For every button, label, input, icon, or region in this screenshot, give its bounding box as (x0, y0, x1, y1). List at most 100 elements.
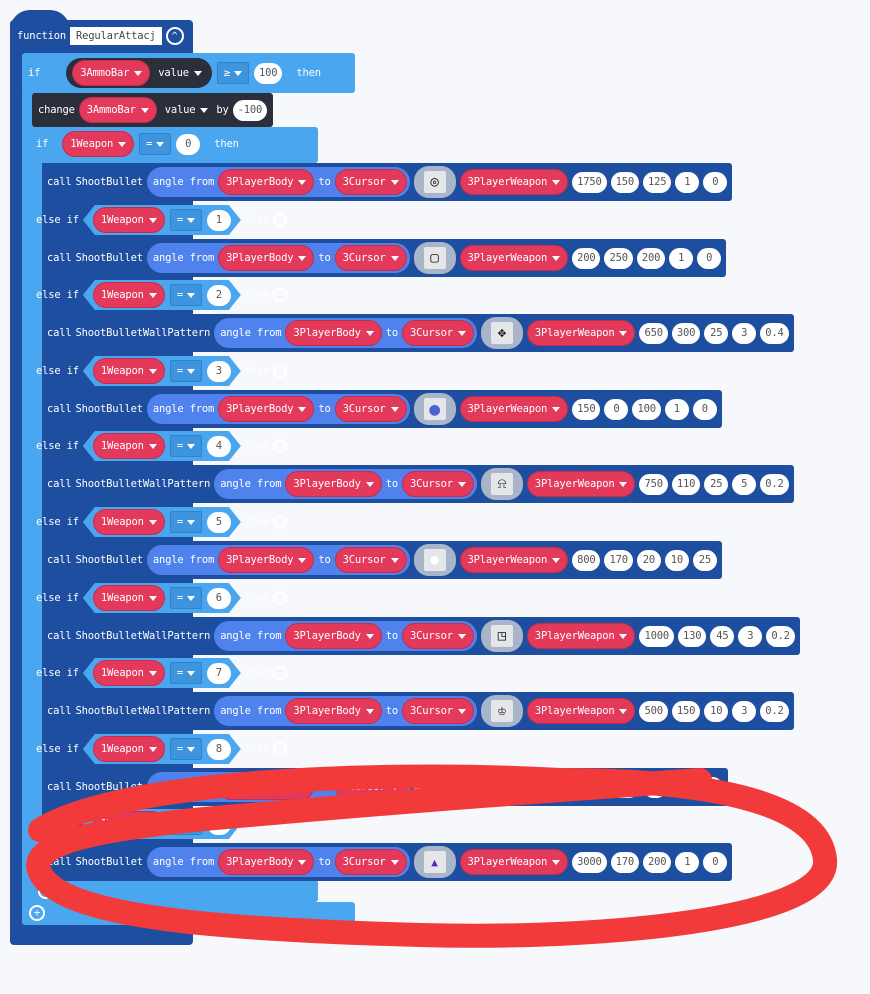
to-sprite-dropdown[interactable]: 3Cursor (402, 320, 474, 346)
arg-input[interactable]: 3 (738, 625, 763, 647)
from-sprite-dropdown[interactable]: 3PlayerBody (285, 320, 382, 346)
to-sprite-dropdown[interactable]: 3Cursor (402, 623, 474, 649)
angle-reporter[interactable]: angle from 3PlayerBody to 3Cursor (214, 621, 477, 651)
arg-input[interactable]: 170 (610, 851, 639, 873)
angle-reporter[interactable]: angle from 3PlayerBody to 3Cursor (146, 167, 410, 197)
add-branch-icon[interactable]: + (29, 905, 45, 921)
to-sprite-dropdown[interactable]: 3Cursor (334, 169, 407, 195)
function-name-input[interactable]: RegularAttacj (69, 27, 162, 45)
sprite-status-reporter[interactable]: 3AmmoBar value (66, 58, 212, 88)
image-picker[interactable]: ◳ (480, 620, 523, 652)
angle-reporter[interactable]: angle from 3PlayerBody to 3Cursor (146, 847, 410, 877)
arg-input[interactable]: 800 (572, 549, 601, 571)
equals-op-dropdown[interactable]: = (139, 133, 171, 155)
angle-reporter[interactable]: angle from 3PlayerBody to 3Cursor (214, 318, 477, 348)
arg-input[interactable]: 3 (732, 700, 757, 722)
condition-value-input[interactable]: 7 (207, 663, 231, 684)
compare-value-input[interactable]: 100 (254, 63, 282, 84)
arg-input[interactable]: 250 (604, 247, 633, 269)
image-picker[interactable]: ✥ (480, 317, 523, 349)
arg-input[interactable]: 650 (639, 322, 668, 344)
change-block[interactable]: change 3AmmoBar value by -100 (32, 93, 274, 127)
arg-input[interactable]: 0.4 (760, 322, 789, 344)
weapon-sprite-dropdown[interactable]: 3PlayerWeapon (526, 623, 636, 649)
chevron-up-circle-icon[interactable]: ^ (165, 27, 184, 45)
equals-op-dropdown[interactable]: = (170, 209, 202, 231)
weapon-sprite-dropdown[interactable]: 3PlayerWeapon (459, 396, 569, 422)
arg-input[interactable]: 0.2 (760, 473, 789, 495)
remove-branch-icon[interactable]: − (273, 515, 288, 529)
weapon-dropdown[interactable]: 1Weapon (93, 207, 165, 233)
call-block[interactable]: call ShootBulletWallPattern angle from 3… (42, 314, 794, 352)
from-sprite-dropdown[interactable]: 3PlayerBody (285, 623, 382, 649)
arg-input[interactable]: 200 (642, 851, 672, 873)
from-sprite-dropdown[interactable]: 3PlayerBody (285, 698, 382, 724)
condition-value-input[interactable]: 0 (176, 134, 200, 155)
remove-branch-icon[interactable]: − (273, 364, 288, 378)
equals-op-dropdown[interactable]: = (170, 435, 202, 457)
weapon-dropdown[interactable]: 1Weapon (93, 282, 165, 308)
arg-input[interactable]: 0 (604, 398, 629, 420)
call-block[interactable]: call ShootBullet angle from 3PlayerBody … (42, 239, 727, 277)
arg-input[interactable]: 125 (642, 171, 672, 193)
weapon-sprite-dropdown[interactable]: 3PlayerWeapon (459, 245, 569, 271)
image-picker[interactable]: ● (413, 544, 456, 576)
from-sprite-dropdown[interactable]: 3PlayerBody (218, 169, 315, 195)
remove-branch-icon[interactable]: − (273, 591, 288, 605)
image-picker[interactable]: ● (413, 393, 456, 425)
angle-reporter[interactable]: angle from 3PlayerBody to 3Cursor (146, 243, 410, 273)
equals-op-dropdown[interactable]: = (170, 738, 202, 760)
angle-reporter[interactable]: angle from 3PlayerBody to 3Cursor (146, 394, 410, 424)
weapon-dropdown[interactable]: 1Weapon (93, 660, 165, 686)
to-sprite-dropdown[interactable]: 3Cursor (402, 471, 474, 497)
weapon-sprite-dropdown[interactable]: 3PlayerWeapon (526, 320, 636, 346)
arg-input[interactable]: 750 (639, 473, 668, 495)
call-block[interactable]: call ShootBullet angle from 3PlayerBody … (42, 843, 733, 881)
arg-input[interactable]: 25 (704, 322, 729, 344)
angle-reporter[interactable]: angle from 3PlayerBody to 3Cursor (214, 696, 477, 726)
condition-value-input[interactable]: 5 (207, 512, 231, 533)
prop-dropdown[interactable]: value (154, 67, 206, 80)
weapon-sprite-dropdown[interactable]: 3PlayerWeapon (526, 471, 636, 497)
arg-input[interactable]: 500 (639, 700, 668, 722)
to-sprite-dropdown[interactable]: 3Cursor (402, 698, 474, 724)
arg-input[interactable]: 1 (664, 398, 689, 420)
call-block[interactable]: call ShootBullet angle from 3PlayerBody … (42, 390, 722, 428)
weapon-dropdown[interactable]: 1Weapon (93, 736, 165, 762)
from-sprite-dropdown[interactable]: 3PlayerBody (285, 471, 382, 497)
remove-branch-icon[interactable]: − (273, 288, 288, 302)
angle-reporter[interactable]: angle from 3PlayerBody to 3Cursor (146, 545, 410, 575)
arg-input[interactable]: 300 (671, 322, 701, 344)
weapon-sprite-dropdown[interactable]: 3PlayerWeapon (459, 849, 569, 875)
equals-op-dropdown[interactable]: = (170, 511, 202, 533)
compare-op-dropdown[interactable]: ≥ (217, 62, 249, 84)
condition-value-input[interactable]: 1 (207, 210, 231, 231)
to-sprite-dropdown[interactable]: 3Cursor (334, 245, 407, 271)
from-sprite-dropdown[interactable]: 3PlayerBody (218, 849, 315, 875)
call-block[interactable]: call ShootBulletWallPattern angle from 3… (42, 617, 800, 655)
arg-input[interactable]: 25 (692, 549, 717, 571)
equals-op-dropdown[interactable]: = (170, 284, 202, 306)
condition-value-input[interactable]: 4 (207, 436, 231, 457)
call-block[interactable]: call ShootBulletWallPattern angle from 3… (42, 692, 794, 730)
arg-input[interactable]: 0 (703, 851, 728, 873)
weapon-sprite-dropdown[interactable]: 3PlayerWeapon (459, 169, 569, 195)
arg-input[interactable]: 1750 (572, 171, 607, 193)
condition-value-input[interactable]: 6 (207, 588, 231, 609)
equals-op-dropdown[interactable]: = (170, 662, 202, 684)
equals-op-dropdown[interactable]: = (170, 360, 202, 382)
equals-op-dropdown[interactable]: = (170, 587, 202, 609)
arg-input[interactable]: 130 (677, 625, 707, 647)
condition-value-input[interactable]: 3 (207, 361, 231, 382)
arg-input[interactable]: 20 (636, 549, 661, 571)
remove-branch-icon[interactable]: − (273, 742, 288, 756)
to-sprite-dropdown[interactable]: 3Cursor (334, 547, 407, 573)
arg-input[interactable]: 110 (671, 473, 701, 495)
weapon-dropdown[interactable]: 1Weapon (93, 358, 165, 384)
arg-input[interactable]: 0 (703, 171, 728, 193)
arg-input[interactable]: 1 (675, 171, 700, 193)
arg-input[interactable]: 1 (675, 851, 700, 873)
weapon-dropdown[interactable]: 1Weapon (93, 433, 165, 459)
to-sprite-dropdown[interactable]: 3Cursor (334, 849, 407, 875)
call-block[interactable]: call ShootBullet angle from 3PlayerBody … (42, 163, 733, 201)
